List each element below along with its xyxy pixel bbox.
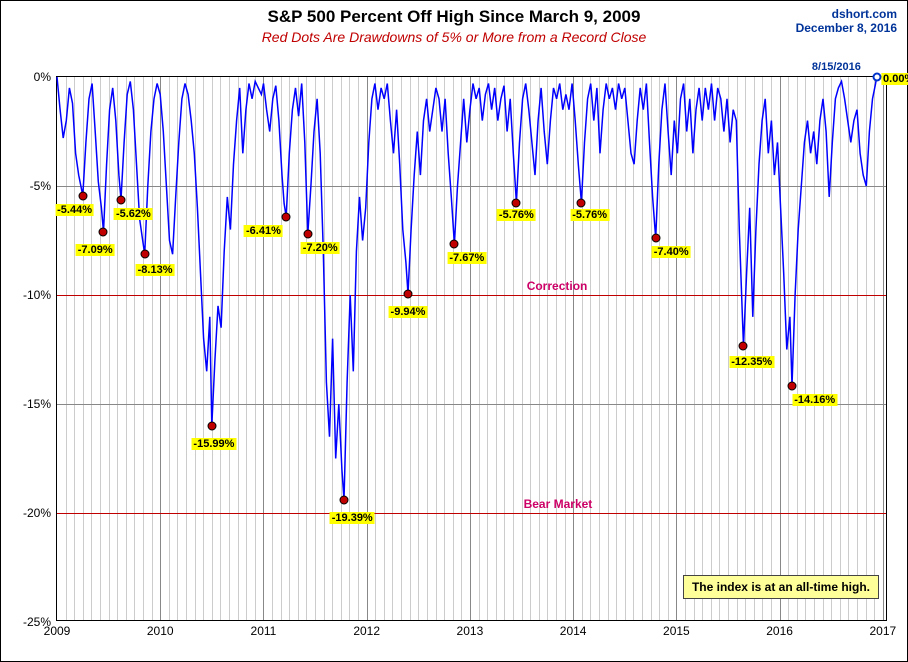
x-tick-label: 2010 [147, 620, 174, 638]
y-tick-label: -5% [30, 179, 57, 193]
drawdown-label: -5.44% [55, 204, 94, 216]
drawdown-dot [450, 240, 459, 249]
chart-container: S&P 500 Percent Off High Since March 9, … [0, 0, 908, 662]
drawdown-dot [512, 198, 521, 207]
drawdown-dot [403, 289, 412, 298]
drawdown-dot [78, 191, 87, 200]
series-line [57, 77, 886, 620]
drawdown-dot [339, 495, 348, 504]
x-tick-label: 2016 [766, 620, 793, 638]
x-tick-label: 2012 [353, 620, 380, 638]
x-tick-label: 2015 [663, 620, 690, 638]
current-point-date: 8/15/2016 [812, 61, 861, 73]
y-tick-label: -15% [23, 397, 57, 411]
drawdown-dot [739, 342, 748, 351]
drawdown-label: -7.67% [447, 252, 486, 264]
drawdown-label: -8.13% [136, 264, 175, 276]
drawdown-dot [140, 250, 149, 259]
drawdown-dot [117, 195, 126, 204]
drawdown-dot [787, 381, 796, 390]
note-box: The index is at an all-time high. [683, 575, 879, 599]
drawdown-dot [303, 229, 312, 238]
source-attribution: dshort.com December 8, 2016 [796, 7, 897, 36]
chart-subtitle: Red Dots Are Drawdowns of 5% or More fro… [1, 29, 907, 45]
drawdown-dot [207, 421, 216, 430]
drawdown-label: -12.35% [729, 356, 774, 368]
x-tick-label: 2017 [869, 620, 896, 638]
source-name: dshort.com [796, 7, 897, 21]
drawdown-label: -14.16% [792, 394, 837, 406]
drawdown-label: -7.40% [652, 246, 691, 258]
drawdown-dot [282, 212, 291, 221]
x-tick-label: 2014 [560, 620, 587, 638]
y-tick-label: 0% [34, 70, 57, 84]
drawdown-label: -15.99% [191, 438, 236, 450]
drawdown-label: -19.39% [330, 512, 375, 524]
y-tick-label: -10% [23, 288, 57, 302]
drawdown-label: -9.94% [389, 306, 428, 318]
drawdown-dot [577, 198, 586, 207]
source-date: December 8, 2016 [796, 21, 897, 35]
plot-area: 0%-5%-10%-15%-20%-25%2009201020112012201… [56, 76, 887, 621]
drawdown-label: -7.20% [301, 242, 340, 254]
chart-title: S&P 500 Percent Off High Since March 9, … [1, 7, 907, 27]
x-tick-label: 2013 [457, 620, 484, 638]
current-point-label: 0.00% [881, 73, 908, 85]
x-tick-label: 2011 [251, 620, 277, 638]
drawdown-label: -5.62% [114, 208, 153, 220]
drawdown-dot [99, 227, 108, 236]
drawdown-label: -6.41% [244, 225, 283, 237]
y-tick-label: -20% [23, 506, 57, 520]
drawdown-label: -5.76% [497, 209, 536, 221]
drawdown-dot [651, 234, 660, 243]
drawdown-label: -5.76% [570, 209, 609, 221]
current-point-dot [872, 73, 881, 82]
x-tick-label: 2009 [44, 620, 71, 638]
drawdown-label: -7.09% [76, 244, 115, 256]
